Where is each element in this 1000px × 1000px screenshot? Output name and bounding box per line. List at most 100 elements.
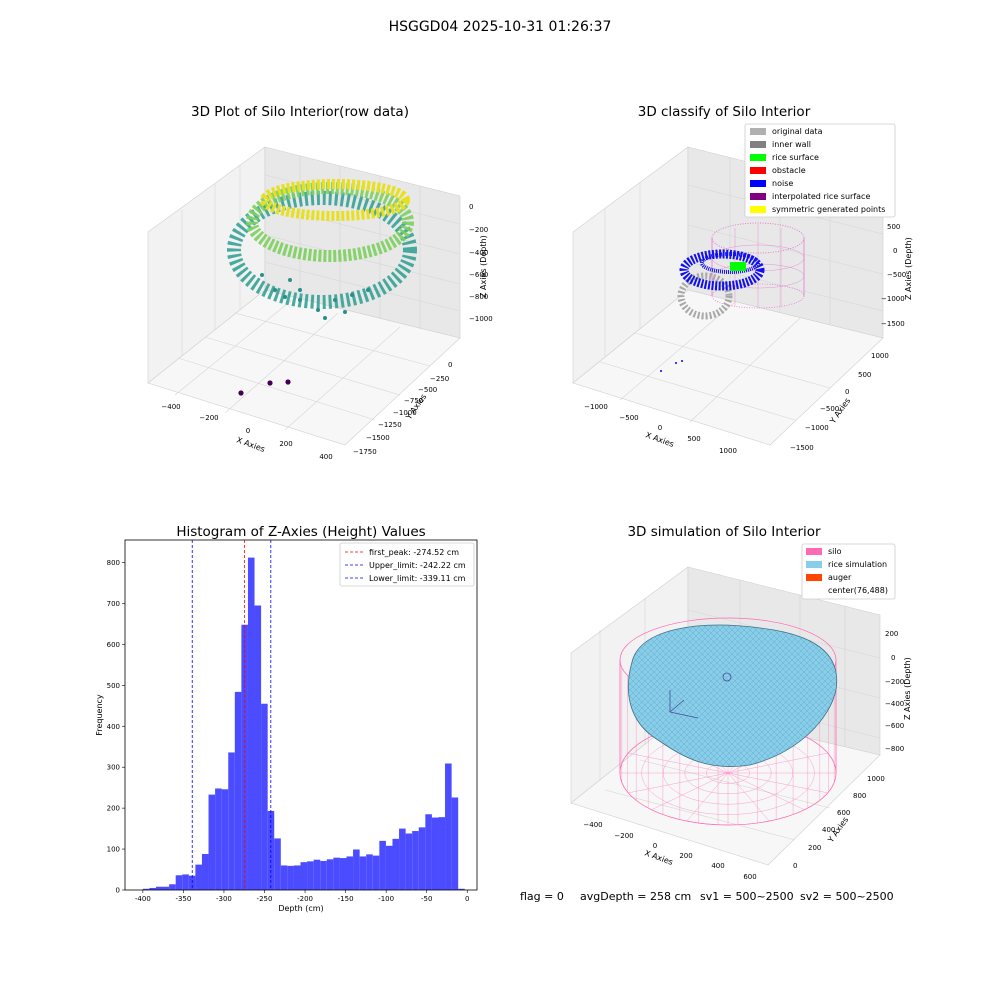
silo-floor-spoke bbox=[628, 752, 729, 774]
svg-text:200: 200 bbox=[279, 440, 292, 448]
svg-text:600: 600 bbox=[837, 809, 850, 817]
svg-text:500: 500 bbox=[858, 371, 871, 379]
y-tick-labels: 1000 500 0 −500 −1000 −1500 bbox=[790, 352, 889, 452]
histogram-bar bbox=[359, 856, 367, 890]
histogram-bar bbox=[228, 752, 235, 890]
y-tick-labels: 0 200 400 600 800 1000 bbox=[793, 775, 885, 870]
svg-text:500: 500 bbox=[687, 435, 700, 443]
histogram-bar bbox=[431, 817, 439, 890]
z-axis-label: Z Axies (Depth) bbox=[903, 657, 912, 720]
legend-label: first_peak: -274.52 cm bbox=[369, 548, 459, 557]
histogram-bar bbox=[339, 858, 347, 890]
legend-label: noise bbox=[772, 179, 793, 188]
histogram-bar bbox=[405, 833, 413, 890]
x-axis-label: X Axies bbox=[235, 435, 266, 454]
legend-label: rice simulation bbox=[828, 560, 887, 569]
y-tick-label: 300 bbox=[107, 764, 120, 772]
flag-status: flag = 0 bbox=[520, 890, 564, 903]
histogram-bar bbox=[254, 605, 262, 890]
y-tick-label: 500 bbox=[107, 682, 120, 690]
histogram-bar bbox=[274, 838, 281, 890]
legend-label: inner wall bbox=[772, 140, 811, 149]
point-cloud-ring-top bbox=[260, 179, 410, 221]
svg-text:−200: −200 bbox=[199, 414, 218, 422]
panel-title: 3D Plot of Silo Interior(row data) bbox=[191, 104, 409, 120]
y-tick-labels: 0 100 200 300 400 500 600 700 800 bbox=[107, 559, 125, 895]
histogram-bar bbox=[142, 888, 150, 890]
histogram-bar bbox=[379, 840, 386, 890]
svg-text:−750: −750 bbox=[404, 397, 423, 405]
point-cloud-ring-lower bbox=[227, 191, 417, 309]
status-footer: flag = 0 avgDepth = 258 cm sv1 = 500~250… bbox=[520, 890, 894, 903]
histogram-bar bbox=[280, 865, 288, 890]
legend-swatch bbox=[806, 574, 822, 581]
histogram-bar bbox=[208, 794, 216, 890]
histogram-bar bbox=[320, 860, 327, 890]
histogram-bar bbox=[458, 888, 465, 890]
legend-label: original data bbox=[772, 127, 823, 136]
histogram-bar bbox=[287, 865, 294, 890]
sv2-range: sv2 = 500~2500 bbox=[800, 890, 894, 903]
svg-text:−1000: −1000 bbox=[469, 315, 493, 323]
legend-label: interpolated rice surface bbox=[772, 192, 870, 201]
svg-text:1000: 1000 bbox=[719, 447, 737, 455]
histogram-bar bbox=[201, 853, 209, 890]
legend: first_peak: -274.52 cm Upper_limit: -242.… bbox=[339, 542, 475, 587]
svg-text:−1000: −1000 bbox=[881, 295, 905, 303]
silo-floor-spoke bbox=[686, 772, 729, 822]
histogram-bar bbox=[399, 828, 406, 890]
svg-text:600: 600 bbox=[743, 873, 756, 881]
svg-text:0: 0 bbox=[448, 361, 452, 369]
y-tick-label: 400 bbox=[107, 723, 120, 731]
y-tick-label: 100 bbox=[107, 846, 120, 854]
axis-pane-floor bbox=[572, 289, 884, 446]
legend-label: Lower_limit: -339.11 cm bbox=[369, 574, 466, 583]
histogram-bar bbox=[353, 849, 360, 890]
histogram-bar bbox=[313, 859, 321, 890]
x-tick-label: -200 bbox=[297, 895, 313, 903]
silo-floor-spoke bbox=[727, 772, 770, 822]
figure-title: HSGGD04 2025-10-31 01:26:37 bbox=[389, 19, 612, 35]
svg-text:−200: −200 bbox=[614, 832, 633, 840]
histogram-bar bbox=[445, 763, 452, 890]
x-tick-labels: -400 -350 -300 -250 -200 -150 -100 -50 0 bbox=[135, 890, 470, 903]
histogram-bar bbox=[307, 861, 314, 890]
histogram-bar bbox=[261, 703, 268, 890]
legend-label: center(76,488) bbox=[828, 586, 888, 595]
legend-label: obstacle bbox=[772, 166, 806, 175]
auger-marker bbox=[669, 672, 732, 719]
avg-depth: avgDepth = 258 cm bbox=[580, 890, 691, 903]
histogram-bar bbox=[392, 838, 400, 890]
legend-swatch bbox=[806, 548, 822, 555]
svg-text:0: 0 bbox=[793, 862, 797, 870]
svg-text:−500: −500 bbox=[887, 271, 906, 279]
y-tick-labels: 0 −250 −500 −750 −1000 −1250 −1500 −1750 bbox=[353, 361, 452, 456]
svg-text:−1250: −1250 bbox=[378, 421, 402, 429]
histogram-bar bbox=[438, 817, 446, 890]
svg-text:−400: −400 bbox=[583, 821, 602, 829]
rice-surface-points bbox=[730, 262, 746, 271]
x-tick-labels: −400 −200 0 200 400 600 bbox=[583, 821, 756, 881]
original-data-cluster bbox=[677, 272, 733, 320]
histogram-bar bbox=[169, 884, 176, 890]
svg-text:−1500: −1500 bbox=[790, 444, 814, 452]
legend-label: symmetric generated points bbox=[772, 205, 885, 214]
x-tick-label: -150 bbox=[338, 895, 354, 903]
noise-cluster bbox=[679, 249, 765, 291]
x-tick-label: -350 bbox=[175, 895, 191, 903]
panel-classify: 3D classify of Silo Interior or bbox=[572, 104, 913, 455]
histogram-bar bbox=[425, 814, 432, 890]
histogram-bar bbox=[451, 797, 459, 890]
svg-text:400: 400 bbox=[711, 862, 724, 870]
silo-floor-spoke bbox=[727, 772, 828, 794]
histogram-bars bbox=[142, 557, 465, 890]
z-tick-labels: 500 0 −500 −1000 −1500 bbox=[881, 223, 906, 328]
svg-text:−400: −400 bbox=[885, 700, 904, 708]
x-tick-label: -300 bbox=[216, 895, 232, 903]
outlier-points bbox=[238, 379, 291, 396]
svg-text:400: 400 bbox=[822, 826, 835, 834]
legend-swatch bbox=[750, 128, 766, 135]
histogram-bar bbox=[247, 557, 255, 890]
histogram-bar bbox=[346, 856, 354, 890]
